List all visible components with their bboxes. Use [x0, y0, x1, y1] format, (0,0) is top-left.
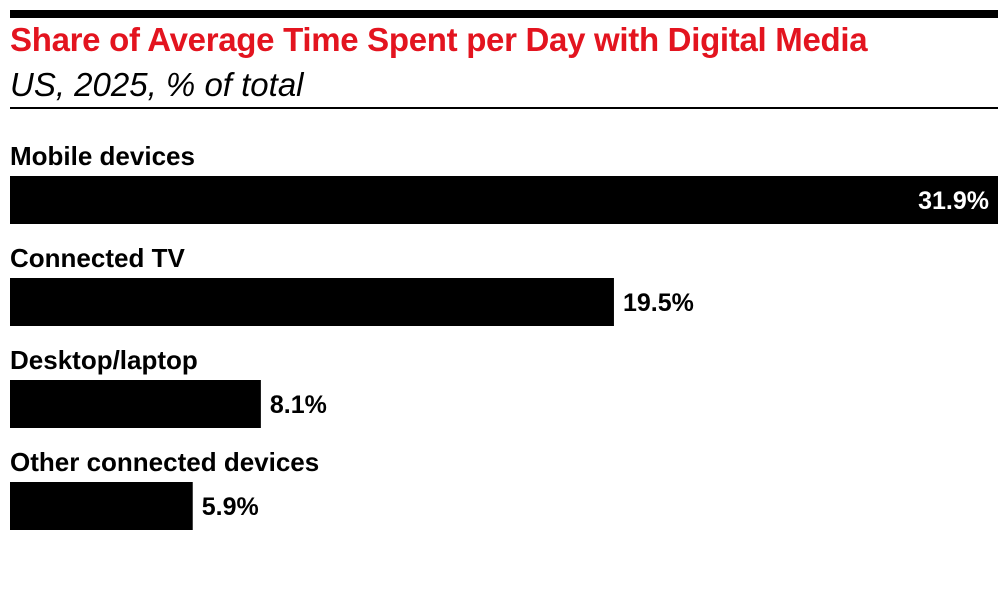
chart-title: Share of Average Time Spent per Day with…	[10, 21, 868, 58]
bar	[10, 380, 261, 428]
bar	[10, 482, 193, 530]
chart-subtitle: US, 2025, % of total	[10, 66, 304, 103]
top-rule	[10, 10, 998, 18]
value-label: 5.9%	[202, 493, 259, 521]
value-label: 31.9%	[918, 187, 989, 215]
subtitle-rule	[10, 107, 998, 109]
value-label: 19.5%	[623, 289, 694, 317]
value-label: 8.1%	[270, 391, 327, 419]
category-label: Mobile devices	[10, 141, 195, 171]
category-label: Connected TV	[10, 243, 185, 273]
category-label: Other connected devices	[10, 447, 319, 477]
category-label: Desktop/laptop	[10, 345, 198, 375]
bar	[10, 176, 998, 224]
bar	[10, 278, 614, 326]
